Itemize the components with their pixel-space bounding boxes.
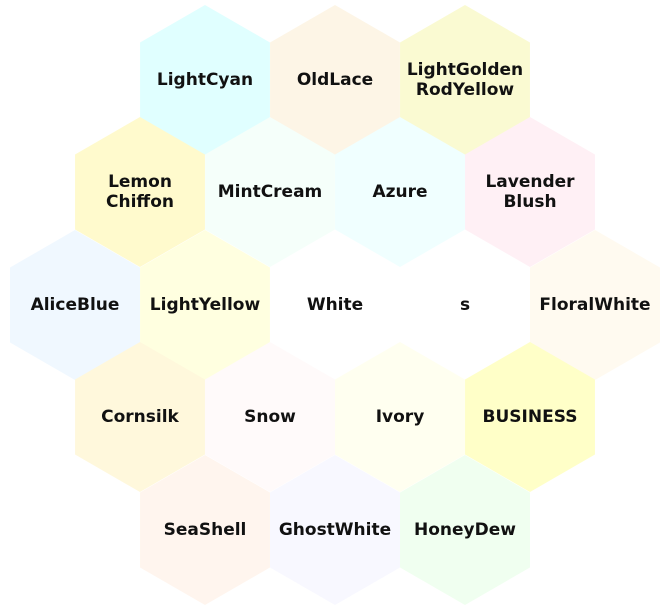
hex-shape-lightgoldenrodyellow [400,5,530,155]
hex-shape-business [465,342,595,492]
hex-label-seashell: SeaShell [164,520,247,540]
hex-label-white: White [307,295,363,315]
hex-oldlace: OldLace [270,5,400,155]
hex-aliceblue: AliceBlue [10,230,140,380]
hex-label-lavenderblush-line-2: Blush [503,192,556,212]
hex-shape-cornsilk [75,342,205,492]
hex-shape-mintcream [205,117,335,267]
hex-white: White [270,230,400,380]
hex-shape-lemonchiffon [75,117,205,267]
hex-azure: Azure [335,117,465,267]
hex-shape-ghostwhite [270,455,400,605]
hex-lightyellow: LightYellow [140,230,270,380]
hex-label-ivory: Ivory [376,407,425,427]
hex-label-lightgoldenrodyellow-line-2: RodYellow [416,80,515,100]
hex-business: BUSINESS [465,342,595,492]
hex-label-lightcyan: LightCyan [157,70,253,90]
hex-shape-azure [335,117,465,267]
hex-shape-lavenderblush [465,117,595,267]
hex-label-honeydew: HoneyDew [414,520,516,540]
hex-label-s: s [460,295,470,315]
hex-floralwhite: FloralWhite [530,230,660,380]
hex-shape-snow [205,342,335,492]
hex-snow: Snow [205,342,335,492]
hex-label-snow: Snow [244,407,296,427]
hex-shape-lightcyan [140,5,270,155]
hex-label-oldlace: OldLace [297,70,373,90]
hex-label-lightyellow: LightYellow [150,295,261,315]
hex-shape-aliceblue [10,230,140,380]
hex-label-lavenderblush-line-1: Lavender [485,172,575,192]
hex-s: s [400,230,530,380]
hex-mintcream: MintCream [205,117,335,267]
hex-shape-ivory [335,342,465,492]
hex-label-lemonchiffon-line-2: Chiffon [106,192,174,212]
hex-shape-white [270,230,400,380]
hex-label-floralwhite: FloralWhite [539,295,650,315]
hex-ivory: Ivory [335,342,465,492]
hex-label-lemonchiffon-line-1: Lemon [108,172,172,192]
hex-label-business: BUSINESS [483,407,578,427]
hex-label-mintcream: MintCream [218,182,323,202]
hex-seashell: SeaShell [140,455,270,605]
hex-label-azure: Azure [372,182,427,202]
hex-honeydew: HoneyDew [400,455,530,605]
hex-shape-seashell [140,455,270,605]
hex-shape-lightyellow [140,230,270,380]
hex-label-cornsilk: Cornsilk [101,407,179,427]
hex-ghostwhite: GhostWhite [270,455,400,605]
hex-shape-honeydew [400,455,530,605]
hex-label-lightgoldenrodyellow-line-1: LightGolden [407,60,523,80]
hex-shape-s [400,230,530,380]
hex-lightcyan: LightCyan [140,5,270,155]
hex-label-aliceblue: AliceBlue [31,295,120,315]
hex-cornsilk: Cornsilk [75,342,205,492]
hex-label-ghostwhite: GhostWhite [279,520,391,540]
hex-shape-oldlace [270,5,400,155]
hex-shape-floralwhite [530,230,660,380]
